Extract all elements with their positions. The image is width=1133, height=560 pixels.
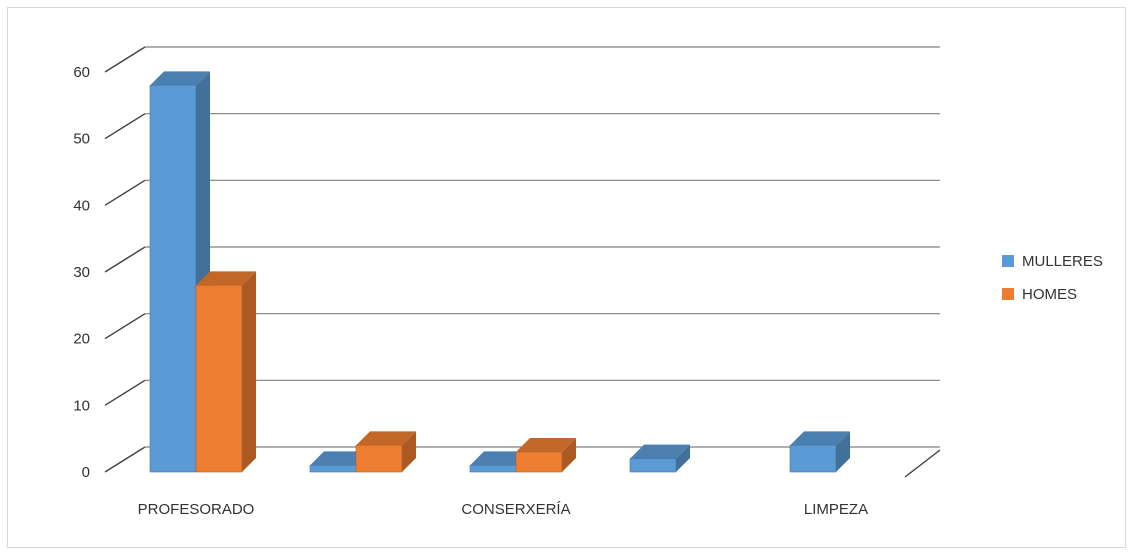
y-axis: 0 10 20 30 40 50 60 (73, 46, 941, 481)
bar-homes-2 (515, 438, 576, 473)
x-tick-label: LIMPEZA (804, 501, 868, 518)
bar-homes-1 (355, 431, 416, 473)
y-tick-label: 10 (73, 397, 90, 414)
y-tick-label: 0 (82, 464, 90, 481)
floor-edge (904, 449, 941, 478)
legend-swatch (1002, 255, 1014, 267)
bars (149, 71, 850, 473)
y-tick-label: 50 (73, 131, 90, 148)
bar-mulleres-4 (789, 431, 850, 473)
x-tick-label: PROFESORADO (138, 501, 255, 518)
bar-mulleres-0 (149, 71, 210, 473)
y-tick-slant (104, 179, 146, 206)
y-tick-slant (104, 46, 146, 73)
y-tick-label: 40 (73, 197, 90, 214)
y-tick-slant (104, 379, 146, 406)
legend-swatch (1002, 288, 1014, 300)
y-tick-label: 60 (73, 64, 90, 81)
y-tick-slant (104, 446, 146, 473)
y-tick-label: 20 (73, 331, 90, 348)
x-tick-label: CONSERXERÍA (461, 501, 570, 518)
legend[interactable]: MULLERES HOMES (1002, 253, 1103, 303)
y-tick-slant (104, 246, 146, 273)
y-tick-label: 30 (73, 264, 90, 281)
legend-label: MULLERES (1022, 253, 1103, 270)
y-tick-slant (104, 313, 146, 340)
bar-mulleres-3 (629, 444, 690, 473)
x-axis-labels: PROFESORADO CONSERXERÍA LIMPEZA (138, 501, 868, 518)
y-tick-slant (104, 113, 146, 140)
legend-label: HOMES (1022, 286, 1077, 303)
bar-homes-0 (195, 271, 256, 473)
